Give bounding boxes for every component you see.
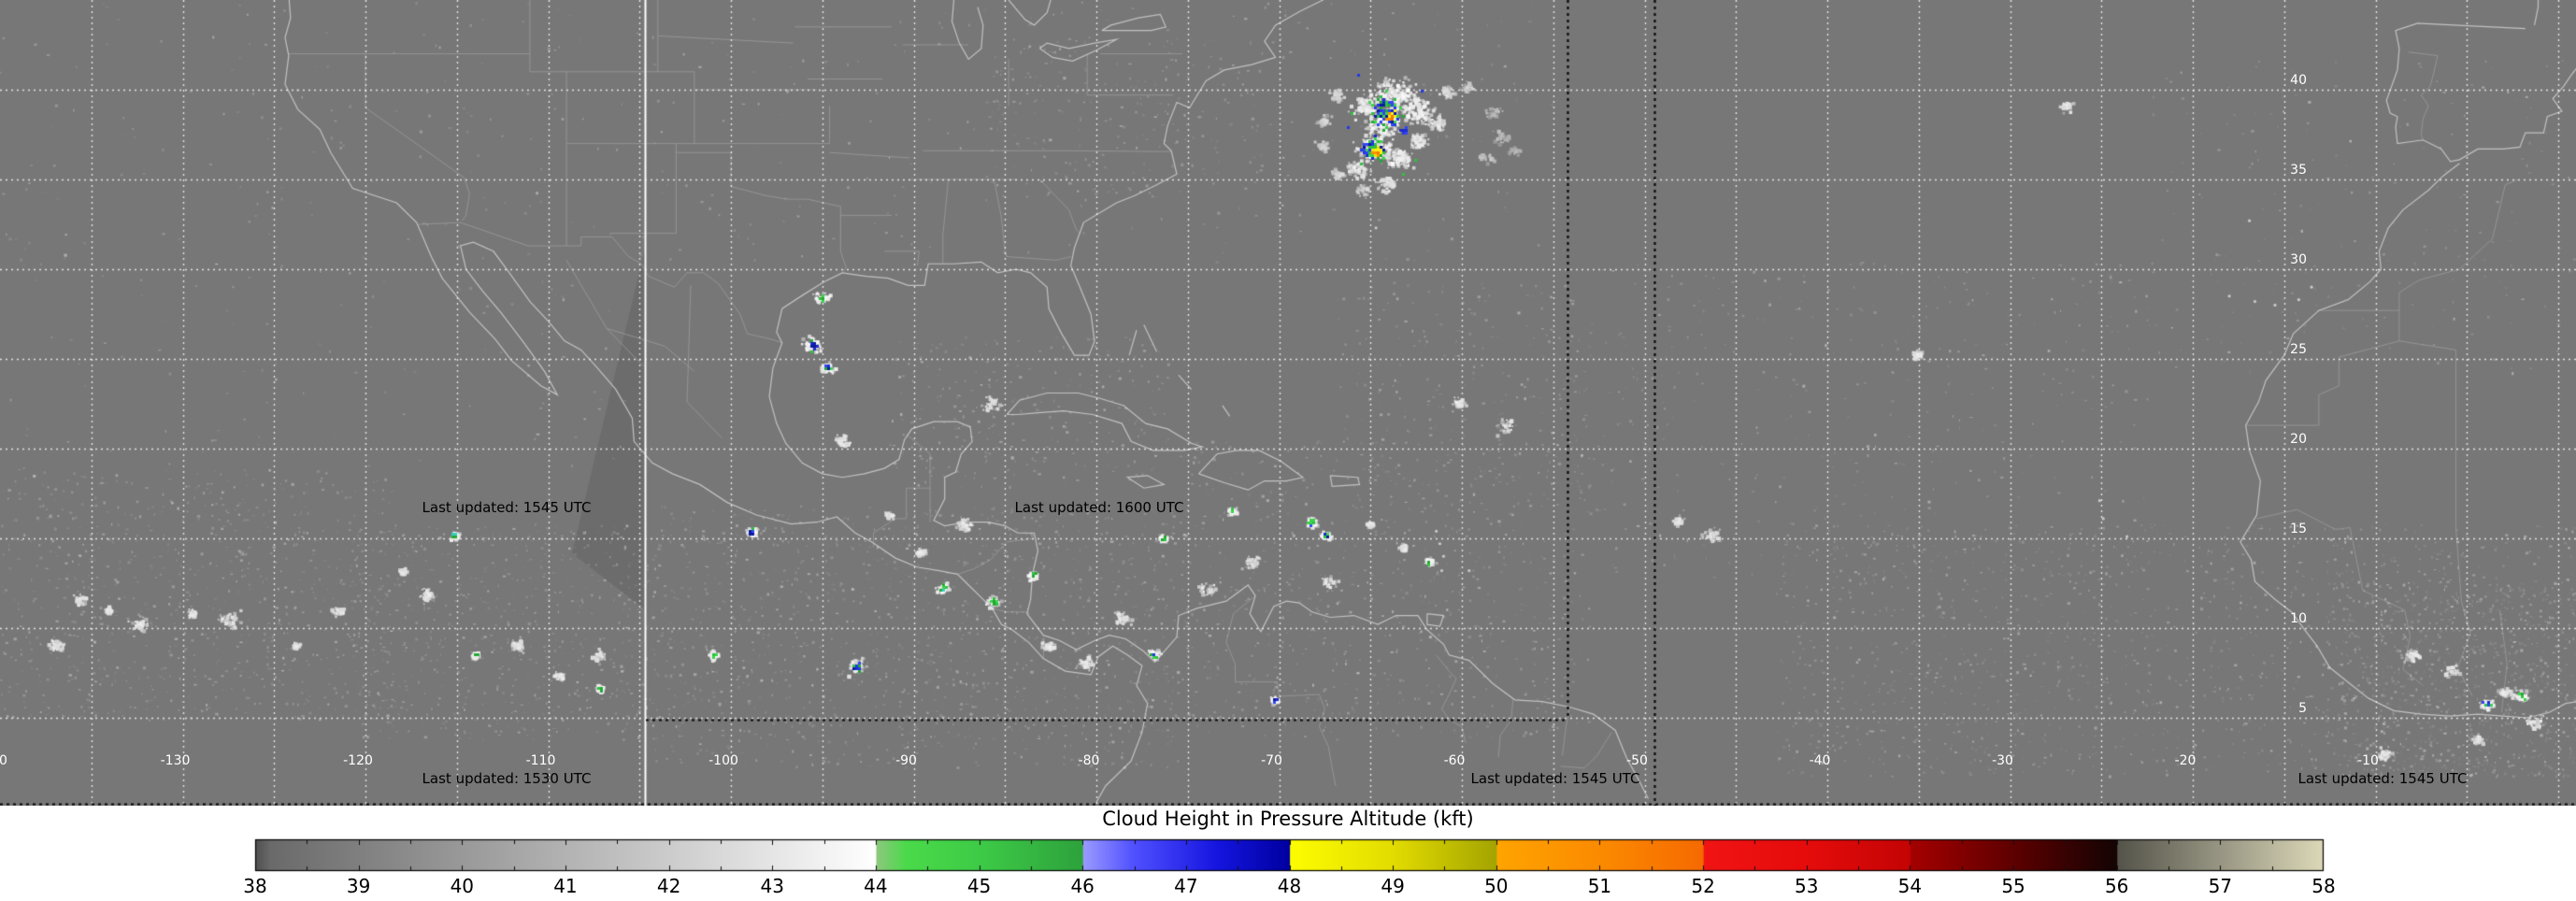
colorbar-tick-label: 42	[656, 875, 681, 897]
latitude-label: 35	[2290, 163, 2307, 178]
longitude-label: -30	[1992, 753, 2013, 768]
colorbar-tick-label: 40	[450, 875, 475, 897]
satellite-map-area: -140 -130 -120 -110 -100 -90 -80 -70 -60 -50 -40 -3…	[0, 0, 2576, 806]
colorbar-tick-label: 52	[1691, 875, 1715, 897]
last-updated-label: Last updated: 1545 UTC	[1470, 770, 1640, 787]
colorbar-tick-label: 56	[2104, 875, 2129, 897]
colorbar-title: Cloud Height in Pressure Altitude (kft)	[1102, 808, 1474, 830]
longitude-label: -100	[708, 753, 738, 768]
longitude-label: -50	[1626, 753, 1648, 768]
longitude-label: -20	[2174, 753, 2197, 768]
longitude-label: -80	[1078, 753, 1100, 768]
longitude-label: -140	[0, 753, 7, 768]
colorbar	[254, 837, 2326, 873]
colorbar-tick-label: 54	[1897, 875, 1923, 897]
longitude-label: -60	[1443, 753, 1466, 768]
last-updated-label: Last updated: 1545 UTC	[422, 499, 592, 516]
longitude-label: -90	[895, 753, 917, 768]
colorbar-tick-label: 55	[2001, 875, 2025, 897]
latitude-label: 30	[2290, 252, 2307, 267]
longitude-label: -120	[343, 753, 373, 768]
colorbar-tick-label: 46	[1070, 875, 1095, 897]
colorbar-tick-label: 49	[1381, 875, 1405, 897]
colorbar-tick-label: 45	[966, 875, 992, 897]
latitude-label: 15	[2290, 522, 2307, 536]
colorbar-tick-label: 53	[1795, 875, 1819, 897]
colorbar-tick-label: 48	[1277, 875, 1302, 897]
colorbar-tick-label: 43	[760, 875, 784, 897]
last-updated-label: Last updated: 1600 UTC	[1014, 499, 1184, 516]
longitude-label: -110	[525, 753, 556, 768]
colorbar-tick-label: 51	[1587, 875, 1612, 897]
latitude-label: 10	[2290, 611, 2307, 626]
colorbar-tick-label: 50	[1484, 875, 1509, 897]
colorbar-tick-label: 47	[1174, 875, 1198, 897]
latitude-label: 5	[2298, 701, 2307, 716]
longitude-label: -40	[1809, 753, 1831, 768]
longitude-label: -130	[160, 753, 191, 768]
colorbar-tick-label: 44	[864, 875, 888, 897]
colorbar-tick-label: 39	[346, 875, 371, 897]
satellite-map-canvas	[0, 0, 2576, 806]
longitude-label: -70	[1261, 753, 1282, 768]
colorbar-tick-label: 38	[243, 875, 267, 897]
last-updated-label: Last updated: 1530 UTC	[422, 770, 592, 787]
latitude-label: 25	[2290, 342, 2307, 357]
latitude-label: 20	[2290, 432, 2307, 447]
longitude-label: -10	[2357, 753, 2379, 768]
colorbar-tick-label: 41	[553, 875, 578, 897]
colorbar-tick-label: 58	[2311, 875, 2336, 897]
last-updated-label: Last updated: 1545 UTC	[2297, 770, 2468, 787]
latitude-label: 40	[2290, 73, 2307, 88]
colorbar-tick-label: 57	[2208, 875, 2233, 897]
